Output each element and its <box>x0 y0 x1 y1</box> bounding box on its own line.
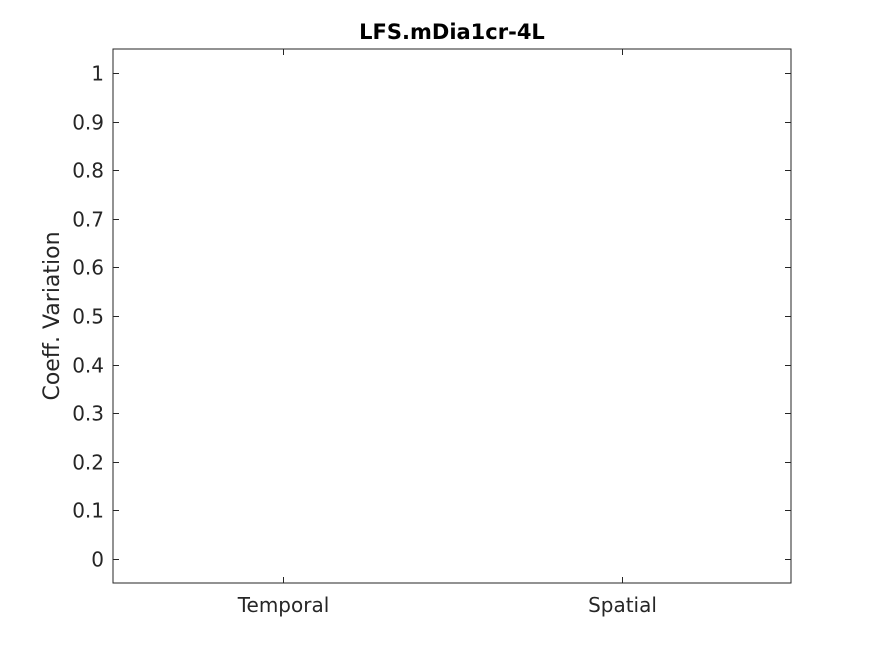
axes: 0 0.1 0.2 0.3 0.4 0.5 0.6 0.7 0.8 0.9 1 Temporal Spa… <box>72 48 792 617</box>
y-tick-label: 0.9 <box>72 111 104 135</box>
y-tick-label: 0.3 <box>72 402 104 426</box>
y-tick-label: 1 <box>91 62 104 86</box>
y-tick-label: 0.8 <box>72 159 104 183</box>
y-tick-label: 0.5 <box>72 305 104 329</box>
y-axis-label: Coeff. Variation <box>40 231 65 400</box>
y-tick-label: 0.2 <box>72 451 104 475</box>
y-tick-label: 0 <box>91 548 104 572</box>
y-tick-label: 0.4 <box>72 354 104 378</box>
plot-area-box <box>112 48 792 584</box>
chart-title: LFS.mDia1cr-4L <box>359 20 545 44</box>
x-tick-label: Temporal <box>237 593 330 617</box>
y-tick-label: 0.7 <box>72 208 104 232</box>
y-tick-label: 0.1 <box>72 499 104 523</box>
y-tick-label: 0.6 <box>72 256 104 280</box>
x-tick-label: Spatial <box>588 593 657 617</box>
